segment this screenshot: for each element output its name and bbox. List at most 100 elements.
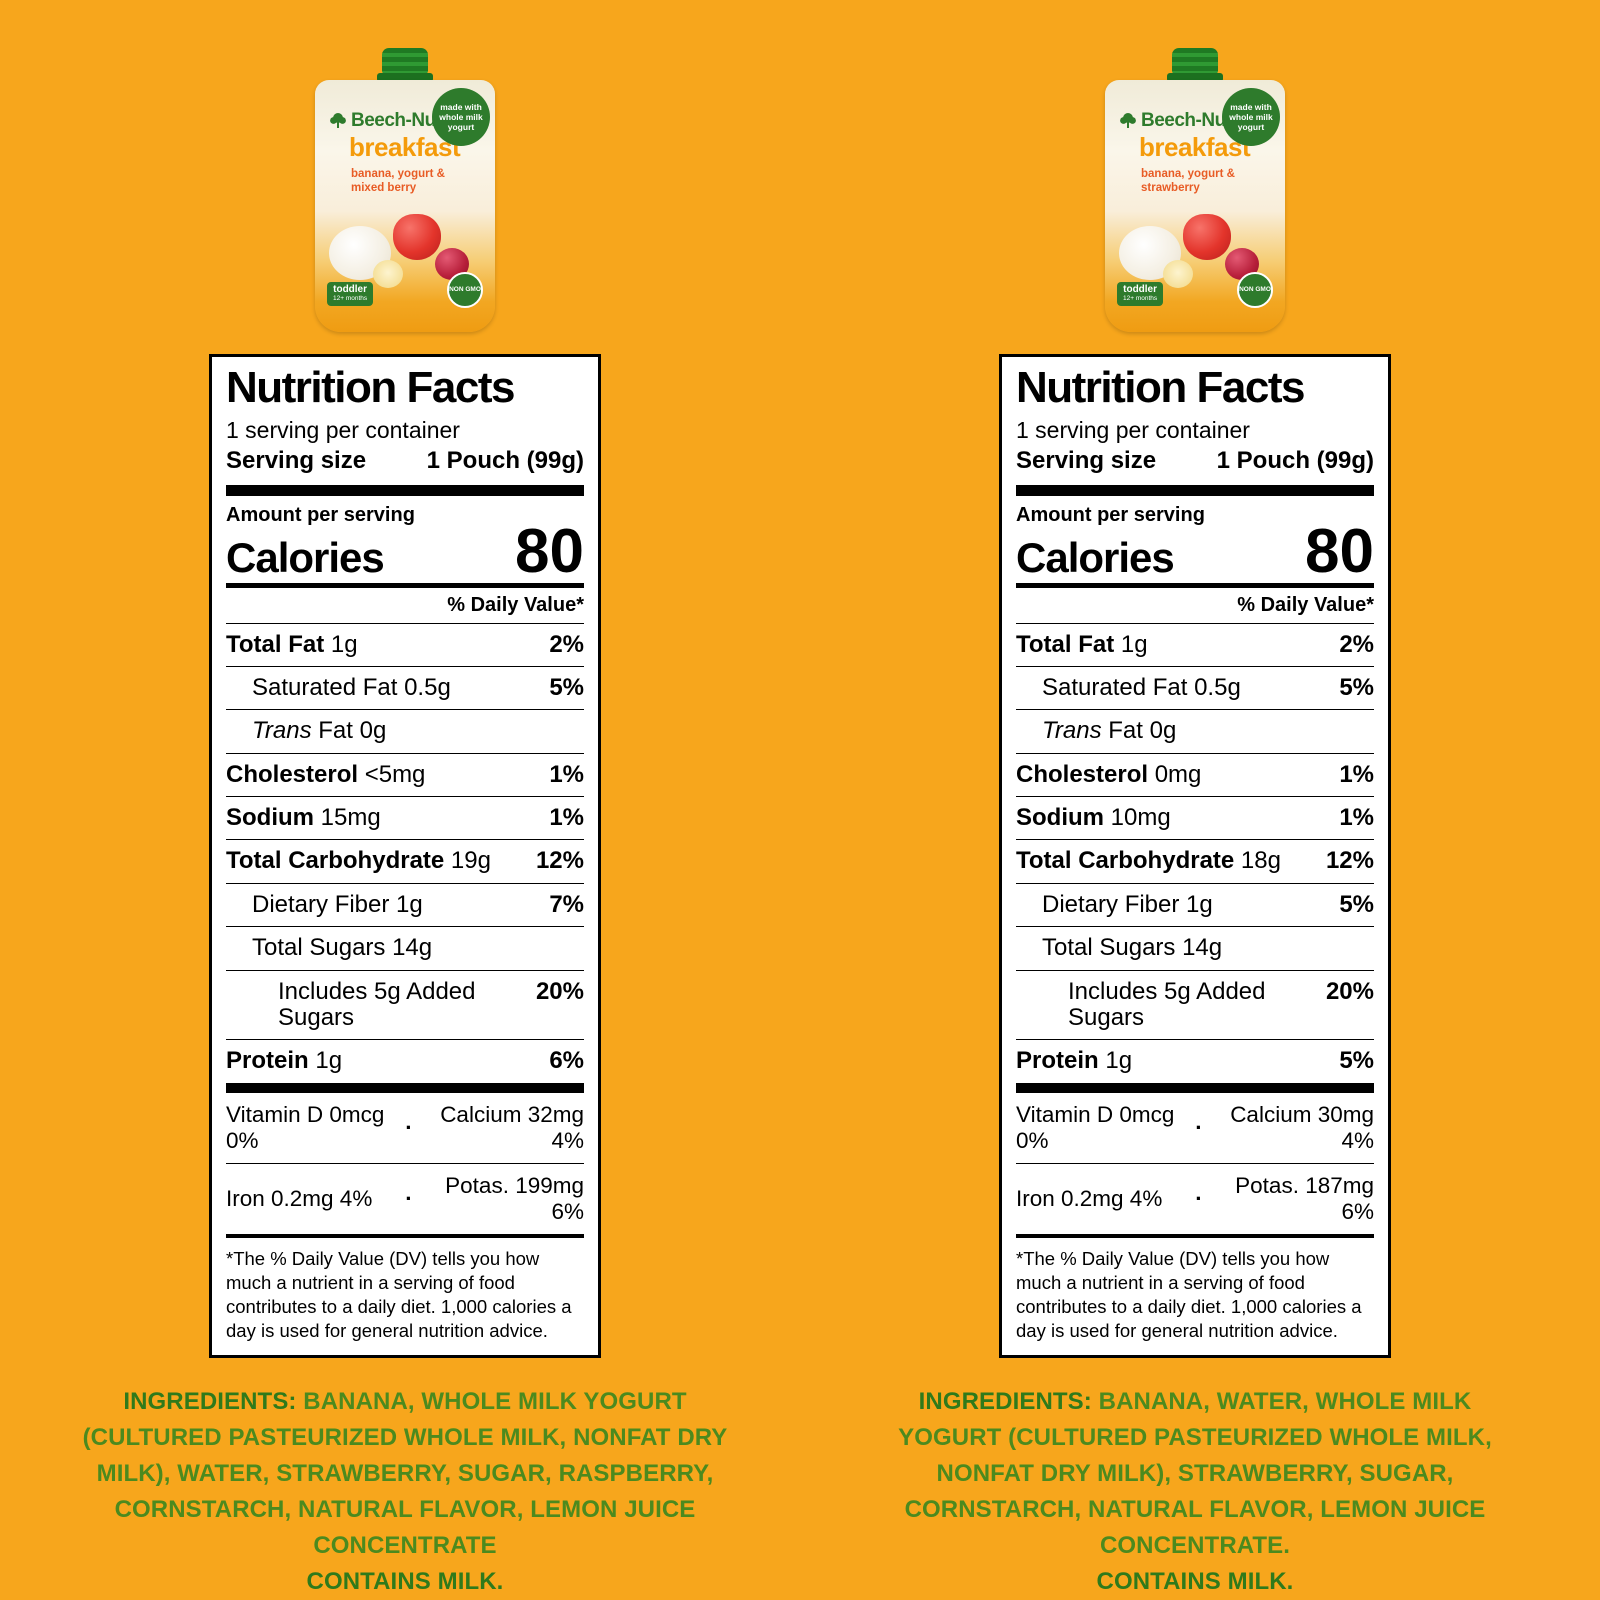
- pouch-image-strawberry: made with whole milk yogurt Beech-Nut® b…: [1105, 48, 1285, 344]
- pouch-cap-collar: [377, 73, 433, 82]
- servings-per-container: 1 serving per container: [226, 417, 460, 444]
- nutrient-row-trans-fat: Trans Fat 0g: [1016, 709, 1374, 752]
- brand-row: Beech-Nut®: [1119, 110, 1285, 132]
- divider-medium: [226, 1233, 584, 1238]
- nutrient-row-trans-fat: Trans Fat 0g: [226, 709, 584, 752]
- divider-thick: [226, 1082, 584, 1093]
- daily-value-footnote: *The % Daily Value (DV) tells you how mu…: [1016, 1247, 1362, 1341]
- yogurt-badge-label: made with whole milk yogurt: [1229, 101, 1273, 133]
- nutrition-facts-title: Nutrition Facts: [1016, 362, 1305, 412]
- micronutrient-row-2: Iron 0.2mg 4% · Potas. 187mg 6%: [1016, 1162, 1374, 1234]
- servings-per-container: 1 serving per container: [1016, 417, 1250, 444]
- calories-label: Calories: [226, 533, 385, 581]
- nutrition-facts-panel: Nutrition Facts 1 serving per container …: [209, 353, 601, 1358]
- nutrient-row-total-sugars: Total Sugars 14g: [226, 926, 584, 969]
- tree-icon: [1120, 113, 1136, 128]
- fruit-photo-graphic: [315, 208, 495, 294]
- nutrient-row-added-sugars: Includes 5g Added Sugars 20%: [226, 969, 584, 1040]
- toddler-stage-badge: toddler 12+ months: [1117, 282, 1164, 306]
- daily-value-header: % Daily Value*: [1237, 593, 1374, 616]
- nutrient-row-total-sugars: Total Sugars 14g: [1016, 926, 1374, 969]
- divider-thick: [1016, 1082, 1374, 1093]
- banana-slice-graphic: [373, 260, 403, 288]
- contains-statement: CONTAINS MILK.: [1096, 1568, 1294, 1595]
- divider-thick: [226, 485, 584, 497]
- nutrient-row-cholesterol: Cholesterol 0mg 1%: [1016, 752, 1374, 796]
- strawberry-graphic: [1183, 214, 1231, 260]
- divider-medium: [1016, 582, 1374, 588]
- ingredients-text: INGREDIENTS: BANANA, WHOLE MILK YOGURT (…: [76, 1384, 734, 1600]
- amount-per-serving-label: Amount per serving: [226, 504, 415, 527]
- nutrition-facts-panel: Nutrition Facts 1 serving per container …: [999, 353, 1391, 1358]
- fruit-photo-graphic: [1105, 208, 1285, 294]
- pouch-body: made with whole milk yogurt Beech-Nut® b…: [1105, 80, 1285, 332]
- calories-label: Calories: [1016, 533, 1175, 581]
- dot-separator: ·: [405, 1185, 413, 1211]
- calories-row: Calories 80: [226, 517, 584, 587]
- divider-medium: [226, 582, 584, 588]
- nutrition-facts-title: Nutrition Facts: [226, 362, 515, 412]
- serving-size-row: Serving size 1 Pouch (99g): [1016, 447, 1374, 485]
- toddler-stage-badge: toddler 12+ months: [327, 282, 374, 306]
- nutrient-row-total-carbohydrate: Total Carbohydrate 18g 12%: [1016, 839, 1374, 882]
- nutrient-row-protein: Protein 1g 6%: [226, 1039, 584, 1082]
- tree-icon: [330, 113, 346, 128]
- dot-separator: ·: [405, 1114, 413, 1140]
- non-gmo-badge: NON GMO: [447, 272, 483, 308]
- stage-label: toddler: [333, 284, 368, 296]
- nutrient-row-sodium: Sodium 10mg 1%: [1016, 796, 1374, 839]
- nutrient-row-total-fat: Total Fat 1g 2%: [1016, 622, 1374, 666]
- brand-row: Beech-Nut®: [329, 110, 495, 132]
- yogurt-badge-label: made with whole milk yogurt: [439, 101, 483, 133]
- nutrient-row-added-sugars: Includes 5g Added Sugars 20%: [1016, 969, 1374, 1040]
- strawberry-graphic: [393, 214, 441, 260]
- age-label: 12+ months: [1123, 295, 1158, 303]
- nutrient-row-saturated-fat: Saturated Fat 0.5g 5%: [226, 665, 584, 709]
- stage-label: toddler: [1123, 284, 1158, 296]
- brand-name: Beech-Nut®: [1141, 110, 1246, 131]
- serving-size-value: 1 Pouch (99g): [1216, 447, 1374, 475]
- product-column-strawberry: made with whole milk yogurt Beech-Nut® b…: [845, 0, 1545, 1600]
- flavor-name: banana, yogurt & strawberry: [1141, 168, 1235, 195]
- product-column-mixed-berry: made with whole milk yogurt Beech-Nut® b…: [55, 0, 755, 1600]
- ingredients-list: BANANA, WHOLE MILK YOGURT (CULTURED PAST…: [82, 1388, 728, 1559]
- pouch-cap-collar: [1167, 73, 1223, 82]
- nutrient-row-cholesterol: Cholesterol <5mg 1%: [226, 752, 584, 796]
- nutrient-row-protein: Protein 1g 5%: [1016, 1039, 1374, 1082]
- calories-row: Calories 80: [1016, 517, 1374, 587]
- divider-thick: [1016, 485, 1374, 497]
- micronutrient-row-1: Vitamin D 0mcg 0% · Calcium 32mg 4%: [226, 1101, 584, 1153]
- non-gmo-label: NON GMO: [449, 286, 481, 294]
- amount-per-serving-label: Amount per serving: [1016, 504, 1205, 527]
- pouch-cap: [1172, 48, 1218, 74]
- contains-statement: CONTAINS MILK.: [306, 1568, 504, 1595]
- daily-value-footnote: *The % Daily Value (DV) tells you how mu…: [226, 1247, 572, 1341]
- serving-size-label: Serving size: [1016, 447, 1157, 475]
- daily-value-header: % Daily Value*: [447, 593, 584, 616]
- calories-value: 80: [1305, 517, 1374, 587]
- pouch-cap: [382, 48, 428, 74]
- pouch-image-mixed-berry: made with whole milk yogurt Beech-Nut® b…: [315, 48, 495, 344]
- nutrient-row-sodium: Sodium 15mg 1%: [226, 796, 584, 839]
- dot-separator: ·: [1195, 1185, 1203, 1211]
- nutrient-row-total-fat: Total Fat 1g 2%: [226, 622, 584, 666]
- calories-value: 80: [515, 517, 584, 587]
- serving-size-value: 1 Pouch (99g): [426, 447, 584, 475]
- nutrient-row-total-carbohydrate: Total Carbohydrate 19g 12%: [226, 839, 584, 882]
- brand-name: Beech-Nut®: [351, 110, 456, 131]
- ingredients-text: INGREDIENTS: BANANA, WATER, WHOLE MILK Y…: [866, 1384, 1524, 1600]
- serving-size-row: Serving size 1 Pouch (99g): [226, 447, 584, 485]
- ingredients-list: BANANA, WATER, WHOLE MILK YOGURT (CULTUR…: [898, 1388, 1492, 1559]
- non-gmo-badge: NON GMO: [1237, 272, 1273, 308]
- nutrient-row-dietary-fiber: Dietary Fiber 1g 7%: [226, 882, 584, 926]
- age-label: 12+ months: [333, 295, 368, 303]
- nutrient-row-saturated-fat: Saturated Fat 0.5g 5%: [1016, 665, 1374, 709]
- ingredients-label: INGREDIENTS:: [123, 1388, 297, 1415]
- whole-milk-yogurt-badge: made with whole milk yogurt: [1222, 88, 1280, 146]
- non-gmo-label: NON GMO: [1239, 286, 1271, 294]
- nutrient-row-dietary-fiber: Dietary Fiber 1g 5%: [1016, 882, 1374, 926]
- micronutrient-row-2: Iron 0.2mg 4% · Potas. 199mg 6%: [226, 1162, 584, 1234]
- ingredients-label: INGREDIENTS:: [918, 1388, 1092, 1415]
- banana-slice-graphic: [1163, 260, 1193, 288]
